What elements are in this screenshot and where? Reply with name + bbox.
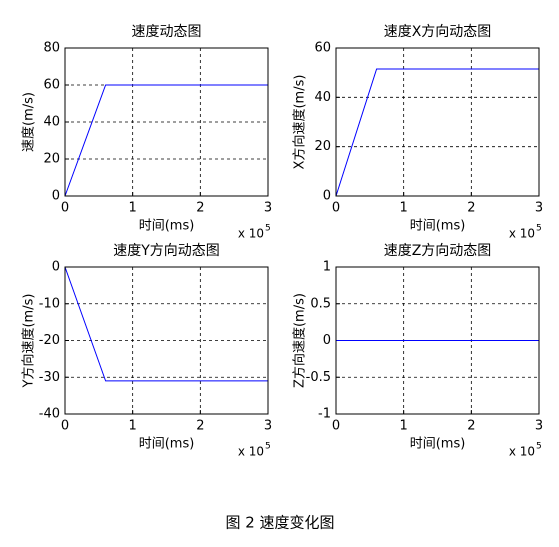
x-tick-label: 2 xyxy=(467,201,475,216)
x-scale-exponent: 5 xyxy=(536,224,542,234)
y-tick-label: 0 xyxy=(323,333,331,348)
x-scale-base: x 10 xyxy=(238,227,264,241)
x-tick-label: 3 xyxy=(535,419,543,434)
x-scale-base: x 10 xyxy=(238,445,264,459)
data-line xyxy=(64,84,268,197)
x-scale-base: x 10 xyxy=(509,227,535,241)
x-tick-label: 1 xyxy=(129,419,137,434)
x-tick-label: 1 xyxy=(400,419,408,434)
x-tick-label: 0 xyxy=(332,419,340,434)
y-tick-label: -30 xyxy=(39,370,60,385)
x-tick-label: 2 xyxy=(467,419,475,434)
x-axis-label: 时间(ms) xyxy=(410,437,466,452)
y-tick-label: 20 xyxy=(43,152,60,167)
y-tick-label: -20 xyxy=(39,333,60,348)
x-tick-label: 3 xyxy=(264,419,272,434)
x-tick-label: 0 xyxy=(61,419,69,434)
x-tick-label: 0 xyxy=(332,201,340,216)
y-axis-label: Z方向速度(m/s) xyxy=(292,293,308,388)
x-tick-label: 1 xyxy=(400,201,408,216)
y-tick-label: 0 xyxy=(52,189,60,204)
x-axis-label: 时间(ms) xyxy=(410,219,466,234)
y-tick-label: 40 xyxy=(43,115,60,130)
y-tick-label: 0 xyxy=(52,260,60,275)
x-scale-base: x 10 xyxy=(509,445,535,459)
chart-title: 速度Y方向动态图 xyxy=(113,243,220,259)
y-tick-label: 60 xyxy=(43,78,60,93)
y-axis-label: X方向速度(m/s) xyxy=(292,75,308,170)
axes-box xyxy=(64,266,269,415)
x-scale-exponent: 5 xyxy=(265,442,271,452)
chart-title: 速度X方向动态图 xyxy=(384,24,492,40)
y-tick-label: -0.5 xyxy=(306,370,331,385)
y-tick-label: 0.5 xyxy=(310,296,331,311)
y-tick-label: -10 xyxy=(39,296,60,311)
x-axis-label: 时间(ms) xyxy=(139,219,195,234)
y-tick-label: -1 xyxy=(318,407,331,422)
y-tick-label: 0 xyxy=(323,189,331,204)
axes-box xyxy=(335,266,540,415)
x-tick-label: 0 xyxy=(61,201,69,216)
figure-caption: 图 2 速度变化图 xyxy=(225,514,334,532)
axes-box xyxy=(335,47,540,197)
y-tick-label: 1 xyxy=(323,260,331,275)
y-tick-label: 20 xyxy=(314,139,331,154)
data-line xyxy=(335,68,539,197)
data-line xyxy=(64,266,268,382)
y-tick-label: -40 xyxy=(39,407,60,422)
x-axis-label: 时间(ms) xyxy=(139,437,195,452)
x-scale-exponent: 5 xyxy=(536,442,542,452)
chart-title: 速度Z方向动态图 xyxy=(384,243,492,259)
x-scale-exponent: 5 xyxy=(265,224,271,234)
x-tick-label: 3 xyxy=(264,201,272,216)
x-tick-label: 2 xyxy=(196,419,204,434)
axes-box xyxy=(64,47,269,197)
y-axis-label: Y方向速度(m/s) xyxy=(21,294,37,389)
chart-title: 速度动态图 xyxy=(132,24,202,40)
y-axis-label: 速度(m/s) xyxy=(21,92,37,152)
x-tick-label: 2 xyxy=(196,201,204,216)
x-tick-label: 1 xyxy=(129,201,137,216)
y-tick-label: 60 xyxy=(314,41,331,56)
y-tick-label: 80 xyxy=(43,41,60,56)
x-tick-label: 3 xyxy=(535,201,543,216)
y-tick-label: 40 xyxy=(314,90,331,105)
